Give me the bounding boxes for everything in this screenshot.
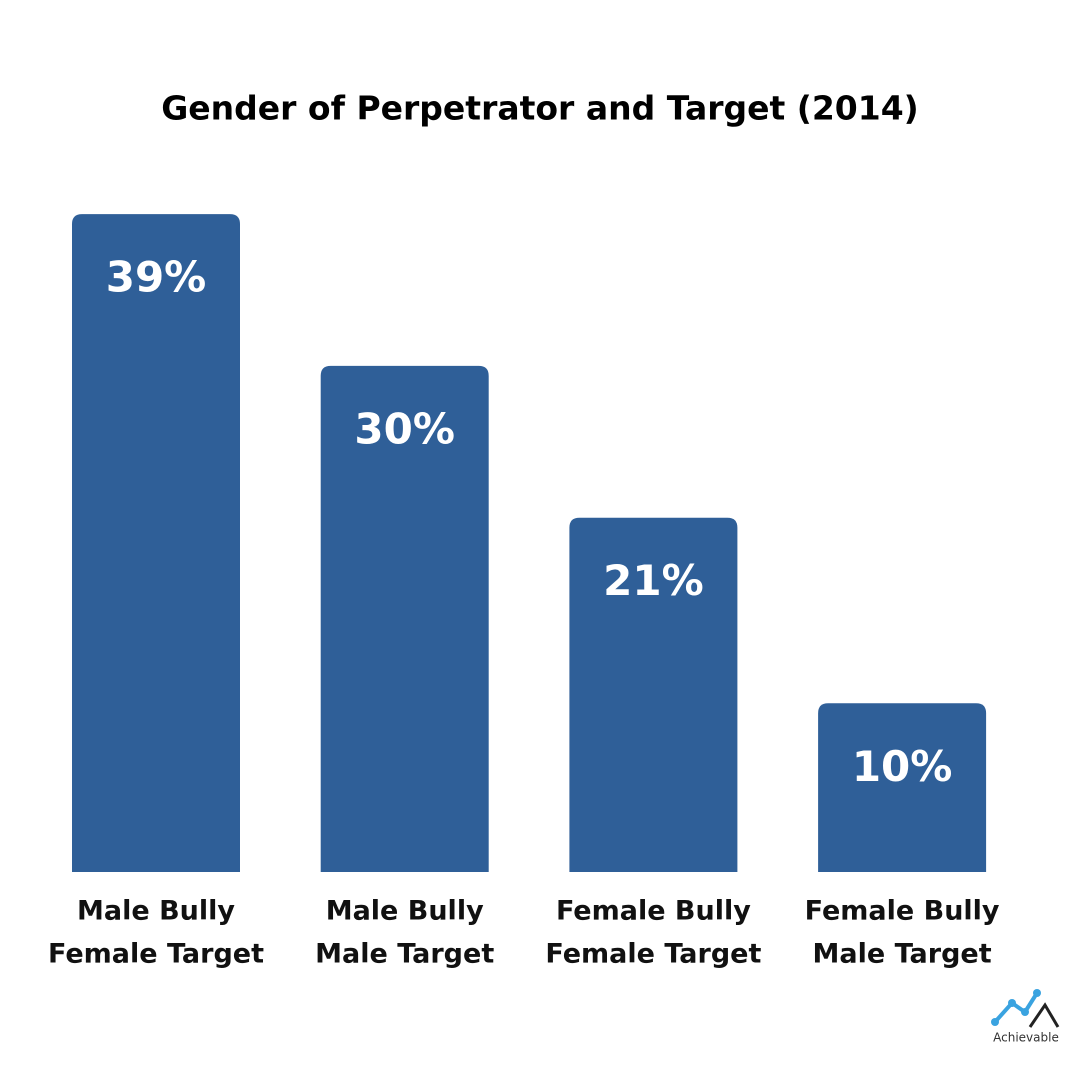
chart-title: Gender of Perpetrator and Target (2014) (161, 89, 919, 128)
x-tick-label: Male Target (315, 939, 494, 970)
x-tick-label: Female Bully (556, 896, 751, 927)
bar (320, 365, 489, 872)
x-tick-label: Female Bully (805, 896, 1000, 927)
value-label: 30% (354, 404, 455, 453)
value-label: 39% (106, 253, 207, 302)
logo-text: Achievable (993, 1031, 1059, 1045)
x-tick-label: Male Bully (77, 896, 235, 927)
value-label: 21% (603, 556, 704, 605)
x-tick-label: Female Target (545, 939, 761, 970)
x-tick-label: Male Bully (326, 896, 484, 927)
x-tick-label: Female Target (48, 939, 264, 970)
bar (818, 703, 987, 872)
x-tick-label: Male Target (813, 939, 992, 970)
bar (72, 214, 240, 872)
logo-icon (991, 989, 1060, 1028)
bar (569, 517, 738, 872)
value-label: 10% (852, 742, 953, 791)
